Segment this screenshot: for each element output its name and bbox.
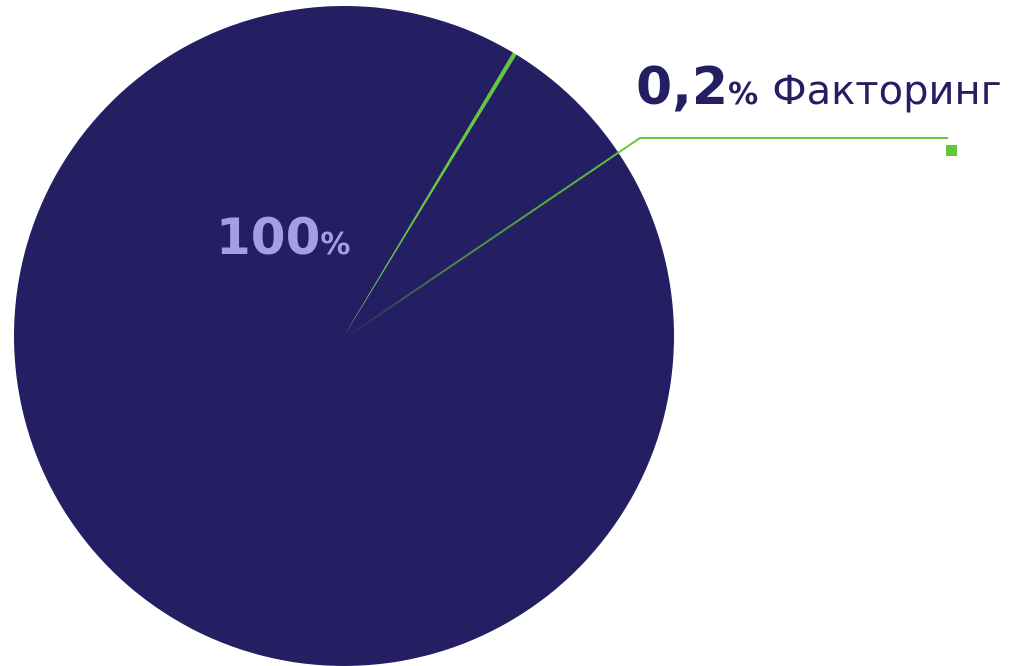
main-slice-unit: % [320, 227, 350, 262]
callout-value: 0,2 [636, 57, 728, 117]
main-slice-label: 100% [216, 208, 350, 266]
callout-category: Факторинг [772, 68, 1001, 114]
callout-leader-line [344, 137, 948, 339]
pie-slice-factoring [344, 52, 517, 337]
callout-label: 0,2% Факторинг [636, 57, 1002, 117]
callout-unit: % [728, 77, 758, 112]
pie-slice-main [13, 5, 674, 666]
main-slice-value: 100 [216, 208, 320, 266]
callout-end-marker [946, 145, 957, 156]
